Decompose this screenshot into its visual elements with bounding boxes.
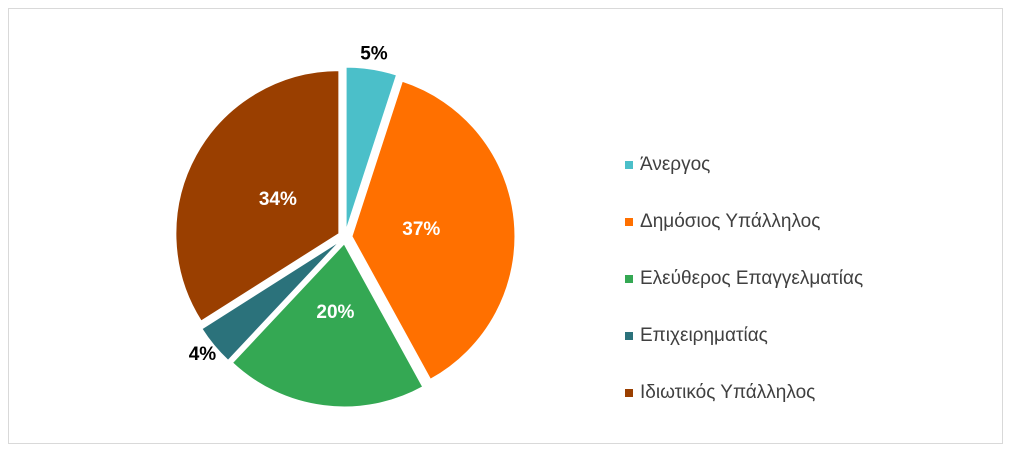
legend-marker <box>625 275 633 283</box>
legend-marker <box>625 218 633 226</box>
pie-slice <box>175 70 340 322</box>
pie-slice <box>345 66 398 231</box>
legend-label: Ιδιωτικός Υπάλληλος <box>640 382 815 403</box>
legend-marker <box>625 332 633 340</box>
data-label: 5% <box>360 43 388 64</box>
legend-label: Επιχειρηματίας <box>640 325 768 346</box>
data-label: 37% <box>402 219 440 240</box>
data-label: 20% <box>316 302 354 323</box>
legend-label: Άνεργος <box>640 154 710 175</box>
legend-marker <box>625 389 633 397</box>
pie-slice <box>231 243 424 408</box>
data-label: 34% <box>259 189 297 210</box>
legend-label: Δημόσιος Υπάλληλος <box>640 211 820 232</box>
legend-label: Ελεύθερος Επαγγελματίας <box>640 268 863 289</box>
pie-slice <box>351 80 516 380</box>
data-label: 4% <box>189 344 217 365</box>
pie-slice <box>201 241 340 361</box>
legend-marker <box>625 161 633 169</box>
